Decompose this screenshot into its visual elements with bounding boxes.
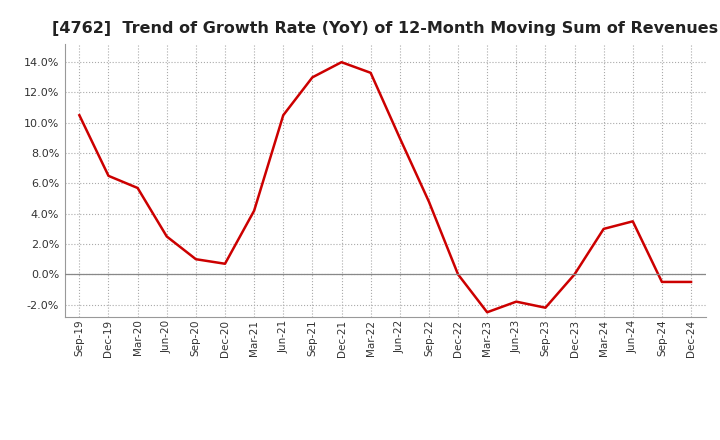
Title: [4762]  Trend of Growth Rate (YoY) of 12-Month Moving Sum of Revenues: [4762] Trend of Growth Rate (YoY) of 12-… bbox=[52, 21, 719, 36]
